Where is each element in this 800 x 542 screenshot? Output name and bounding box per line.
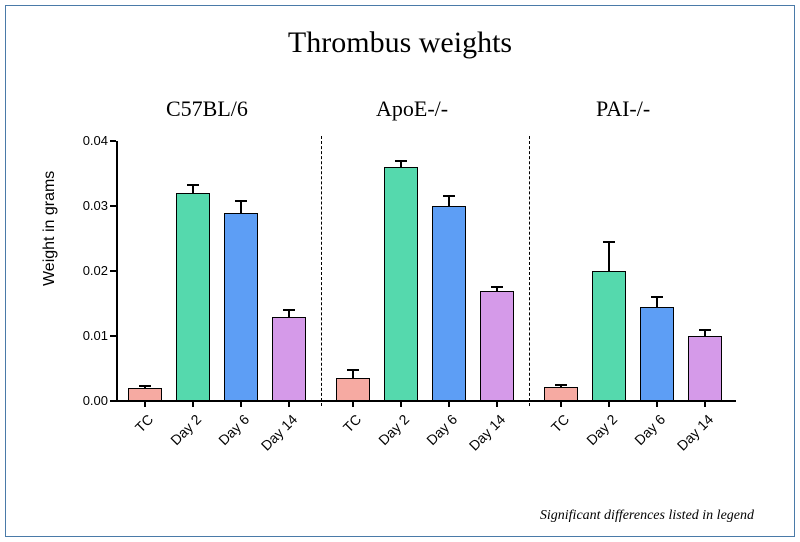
x-tick xyxy=(240,401,242,407)
error-cap xyxy=(139,385,151,387)
error-cap xyxy=(235,200,247,202)
error-cap xyxy=(347,369,359,371)
error-cap xyxy=(491,286,503,288)
error-cap xyxy=(555,384,567,386)
bar xyxy=(272,317,306,402)
y-axis-line xyxy=(116,141,118,401)
y-tick xyxy=(110,270,116,272)
x-tick-label: Day 6 xyxy=(615,411,669,465)
group-divider xyxy=(321,136,322,406)
error-cap xyxy=(443,195,455,197)
x-tick-label: Day 14 xyxy=(247,411,301,465)
bar xyxy=(640,307,674,401)
group-label-1: ApoE-/- xyxy=(376,96,448,122)
bar xyxy=(384,167,418,401)
x-tick-label: Day 14 xyxy=(455,411,509,465)
y-tick xyxy=(110,400,116,402)
bar xyxy=(336,378,370,401)
y-axis-label: Weight in grams xyxy=(41,171,59,286)
bar xyxy=(480,291,514,402)
bar xyxy=(128,388,162,401)
x-tick-label: TC xyxy=(103,411,157,465)
x-tick-label: Day 2 xyxy=(567,411,621,465)
bar xyxy=(176,193,210,401)
chart-frame: Thrombus weights Weight in grams C57BL/6… xyxy=(5,5,795,537)
y-tick-label: 0.00 xyxy=(58,393,108,408)
y-tick xyxy=(110,205,116,207)
x-tick xyxy=(704,401,706,407)
chart-title: Thrombus weights xyxy=(6,26,794,60)
bar xyxy=(224,213,258,402)
group-label-0: C57BL/6 xyxy=(166,96,248,122)
x-tick-label: TC xyxy=(519,411,573,465)
x-tick xyxy=(352,401,354,407)
error-bar xyxy=(656,297,658,307)
x-tick-label: TC xyxy=(311,411,365,465)
x-tick xyxy=(144,401,146,407)
x-tick xyxy=(656,401,658,407)
error-cap xyxy=(283,309,295,311)
y-tick xyxy=(110,335,116,337)
y-tick-label: 0.04 xyxy=(58,133,108,148)
y-tick-label: 0.02 xyxy=(58,263,108,278)
y-tick-label: 0.03 xyxy=(58,198,108,213)
bar xyxy=(688,336,722,401)
x-tick-label: Day 14 xyxy=(663,411,717,465)
error-cap xyxy=(187,184,199,186)
x-tick xyxy=(448,401,450,407)
x-tick xyxy=(192,401,194,407)
y-tick-label: 0.01 xyxy=(58,328,108,343)
error-cap xyxy=(651,296,663,298)
y-tick xyxy=(110,140,116,142)
x-tick xyxy=(560,401,562,407)
group-label-2: PAI-/- xyxy=(596,96,650,122)
bar xyxy=(592,271,626,401)
x-tick-label: Day 2 xyxy=(359,411,413,465)
x-tick-label: Day 6 xyxy=(407,411,461,465)
x-tick-label: Day 6 xyxy=(199,411,253,465)
plot-area: 0.000.010.020.030.04TCDay 2Day 6Day 14TC… xyxy=(116,141,736,401)
x-tick xyxy=(400,401,402,407)
x-tick-label: Day 2 xyxy=(151,411,205,465)
bar xyxy=(432,206,466,401)
x-tick xyxy=(288,401,290,407)
error-bar xyxy=(608,242,610,271)
error-cap xyxy=(603,241,615,243)
group-divider xyxy=(529,136,530,406)
error-bar xyxy=(240,201,242,213)
x-tick xyxy=(496,401,498,407)
x-tick xyxy=(608,401,610,407)
error-bar xyxy=(352,370,354,378)
chart-footnote: Significant differences listed in legend xyxy=(540,508,754,524)
bar xyxy=(544,387,578,401)
error-bar xyxy=(448,196,450,206)
error-cap xyxy=(395,160,407,162)
error-cap xyxy=(699,329,711,331)
error-bar xyxy=(192,185,194,193)
